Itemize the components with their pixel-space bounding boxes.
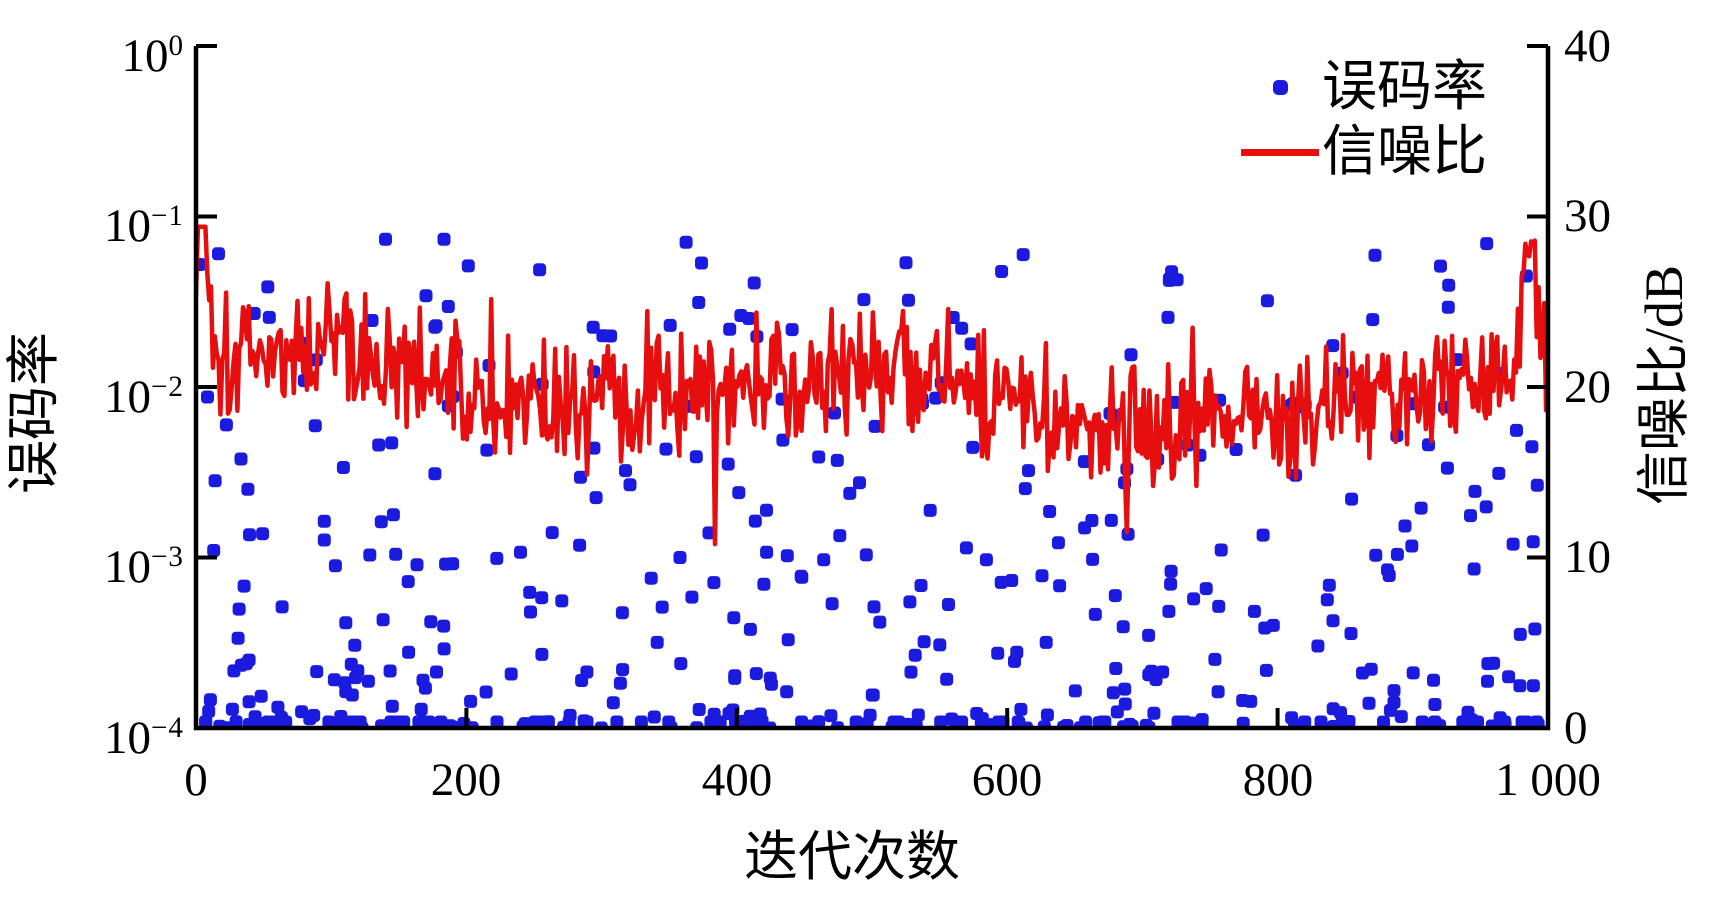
ytick-left-1e-1: 10−1: [104, 200, 184, 253]
xtick-0: 0: [184, 754, 208, 806]
legend-ber-marker-icon: [1273, 80, 1288, 95]
axis-ticks: [194, 44, 1548, 730]
xtick-1000: 1 000: [1495, 754, 1601, 806]
left-y-axis-title: 误码率: [4, 332, 64, 494]
legend-snr-label: 信噪比: [1322, 121, 1488, 182]
xtick-600: 600: [971, 754, 1043, 806]
ytick-left-1e-4: 10−4: [104, 712, 184, 765]
ytick-right-30: 30: [1564, 190, 1611, 242]
snr-line-series: [196, 224, 1548, 547]
ytick-right-0: 0: [1564, 702, 1588, 754]
xtick-400: 400: [701, 754, 773, 806]
ytick-right-10: 10: [1564, 531, 1611, 583]
ytick-left-1e0: 100: [121, 30, 184, 83]
ytick-left-1e-3: 10−3: [104, 541, 184, 594]
xtick-800: 800: [1242, 754, 1314, 806]
legend-ber-label: 误码率: [1322, 56, 1488, 117]
legend-snr-marker-icon: [1241, 149, 1319, 156]
right-y-axis-title: 信噪比/dB: [1634, 264, 1694, 506]
xtick-200: 200: [430, 754, 502, 806]
ytick-left-1e-2: 10−2: [104, 371, 184, 424]
ytick-right-40: 40: [1564, 20, 1611, 72]
x-axis-title: 迭代次数: [744, 827, 960, 887]
ytick-right-20: 20: [1564, 361, 1611, 413]
ber-scatter-series: [196, 232, 1545, 728]
